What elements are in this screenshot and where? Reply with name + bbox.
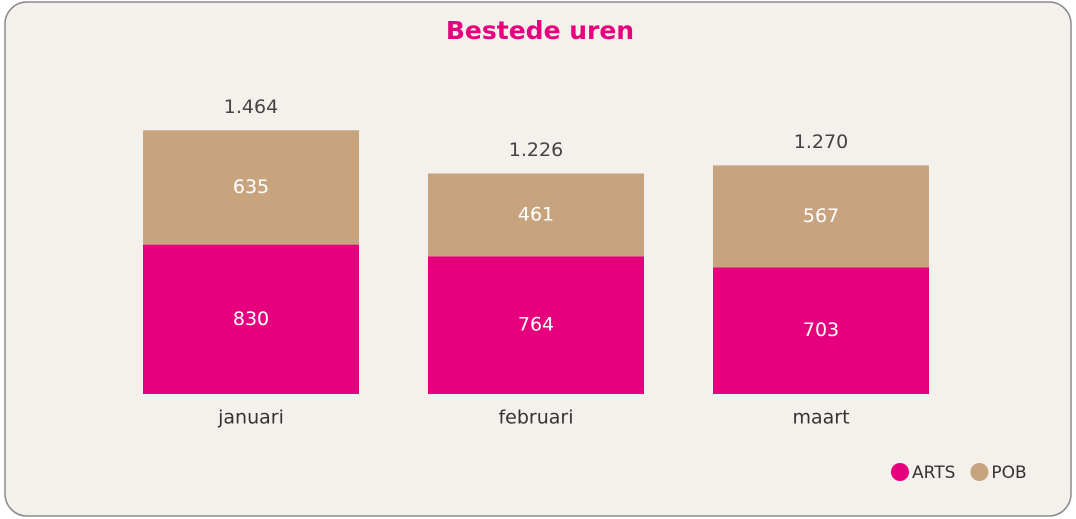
- segment-label: 567: [803, 205, 839, 227]
- total-label: 1.270: [794, 131, 848, 153]
- bar-segment: [143, 244, 359, 394]
- bar-segment: [713, 267, 929, 394]
- bar-segment: [428, 173, 644, 257]
- bar-segment: [143, 130, 359, 245]
- x-tick-label: januari: [217, 407, 284, 429]
- x-tick-label: maart: [792, 407, 849, 429]
- segment-label: 703: [803, 319, 839, 341]
- legend-swatch: [891, 463, 909, 481]
- total-label: 1.464: [224, 96, 278, 118]
- legend-swatch: [970, 463, 989, 481]
- bar-segment: [428, 256, 644, 394]
- chart-title: Bestede uren: [446, 16, 634, 45]
- legend-label: POB: [991, 463, 1026, 483]
- segment-label: 830: [233, 308, 269, 330]
- total-label: 1.226: [509, 139, 563, 161]
- bar-segment: [713, 165, 929, 268]
- x-tick-label: februari: [498, 407, 573, 429]
- segment-label: 635: [233, 176, 269, 198]
- segment-label: 461: [518, 203, 554, 225]
- segment-label: 764: [518, 314, 554, 336]
- legend-label: ARTS: [912, 463, 955, 483]
